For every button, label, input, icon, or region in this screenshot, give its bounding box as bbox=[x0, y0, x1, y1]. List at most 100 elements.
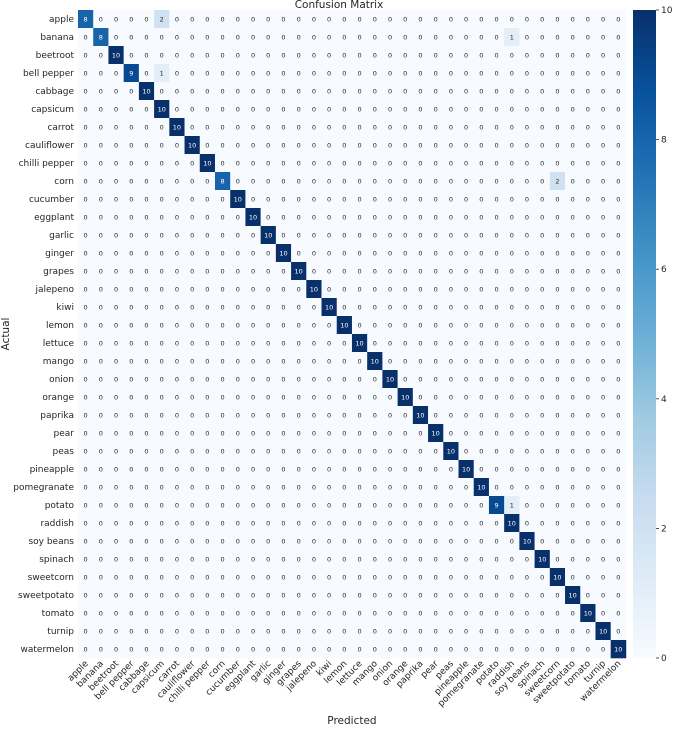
cell-value: 0 bbox=[221, 87, 225, 95]
heatmap-cell bbox=[93, 208, 109, 227]
cell-value: 0 bbox=[388, 87, 392, 95]
heatmap-cell bbox=[519, 442, 535, 461]
heatmap-cell bbox=[93, 478, 109, 497]
cell-value: 0 bbox=[434, 375, 438, 383]
heatmap-cell bbox=[458, 514, 475, 533]
cell-value: 0 bbox=[251, 177, 255, 185]
heatmap-cell bbox=[580, 514, 596, 533]
cell-value: 0 bbox=[114, 141, 118, 149]
cell-value: 0 bbox=[479, 51, 483, 59]
cell-value: 0 bbox=[236, 357, 240, 365]
cell-value: 0 bbox=[601, 357, 605, 365]
heatmap-cell bbox=[580, 190, 596, 209]
cell-value: 0 bbox=[190, 645, 194, 653]
cell-value: 0 bbox=[175, 609, 179, 617]
heatmap-cell bbox=[169, 370, 185, 389]
heatmap-cell bbox=[154, 532, 170, 551]
heatmap-cell bbox=[123, 388, 140, 407]
y-tick-label: paprika bbox=[40, 411, 74, 421]
heatmap-cell bbox=[275, 280, 292, 299]
heatmap-cell bbox=[214, 280, 231, 299]
heatmap-cell bbox=[382, 352, 398, 371]
heatmap-cell bbox=[260, 406, 277, 425]
heatmap-cell bbox=[169, 82, 185, 101]
cell-value: 0 bbox=[403, 483, 407, 491]
cell-value: 10 bbox=[477, 483, 485, 491]
cell-value: 0 bbox=[190, 609, 194, 617]
heatmap-cell bbox=[184, 100, 201, 119]
cell-value: 0 bbox=[571, 447, 575, 455]
heatmap-cell bbox=[214, 226, 231, 245]
cell-value: 0 bbox=[114, 123, 118, 131]
cell-value: 0 bbox=[616, 555, 620, 563]
heatmap-cell bbox=[412, 406, 429, 425]
heatmap-cell bbox=[367, 478, 383, 497]
cell-value: 0 bbox=[555, 123, 559, 131]
heatmap-cell bbox=[610, 208, 627, 227]
cell-value: 0 bbox=[297, 483, 301, 491]
heatmap-cell bbox=[93, 406, 109, 425]
heatmap-cell bbox=[336, 370, 353, 389]
heatmap-cell bbox=[428, 388, 444, 407]
cell-value: 0 bbox=[479, 339, 483, 347]
heatmap-cell bbox=[367, 496, 383, 515]
heatmap-cell bbox=[336, 172, 353, 191]
heatmap-cell bbox=[214, 208, 231, 227]
heatmap-cell bbox=[428, 640, 444, 659]
cell-value: 0 bbox=[342, 645, 346, 653]
heatmap-cell bbox=[184, 424, 201, 443]
cell-value: 0 bbox=[434, 195, 438, 203]
cell-value: 0 bbox=[281, 231, 285, 239]
cell-value: 0 bbox=[586, 393, 590, 401]
cell-value: 0 bbox=[327, 393, 331, 401]
heatmap-cells: 8 0 0 0 0 2 0 0 0 0 0 0 0 0 0 0 0 0 0 0 0 0 0 0 0 0 0 0 0 0 0 0 0 0 0 00 8 0 0… bbox=[78, 10, 627, 659]
heatmap-cell bbox=[123, 46, 140, 65]
heatmap-cell bbox=[138, 64, 155, 83]
cell-value: 0 bbox=[403, 51, 407, 59]
cell-value: 0 bbox=[190, 195, 194, 203]
cell-value: 0 bbox=[525, 321, 529, 329]
cell-value: 0 bbox=[494, 15, 498, 23]
cell-value: 0 bbox=[281, 573, 285, 581]
heatmap-cell bbox=[275, 388, 292, 407]
heatmap-cell bbox=[473, 118, 490, 137]
heatmap-cell bbox=[519, 100, 535, 119]
heatmap-cell bbox=[382, 190, 398, 209]
heatmap-cell bbox=[260, 352, 277, 371]
cell-value: 0 bbox=[342, 33, 346, 41]
heatmap-cell bbox=[428, 280, 444, 299]
cell-value: 0 bbox=[84, 51, 88, 59]
cell-value: 9 bbox=[494, 501, 498, 509]
heatmap-cell bbox=[184, 10, 201, 29]
cell-value: 0 bbox=[84, 33, 88, 41]
cell-value: 0 bbox=[555, 627, 559, 635]
heatmap-cell bbox=[169, 28, 185, 47]
cell-value: 0 bbox=[297, 51, 301, 59]
heatmap-cell bbox=[108, 550, 124, 569]
cell-value: 0 bbox=[403, 645, 407, 653]
cell-value: 0 bbox=[525, 159, 529, 167]
cell-value: 0 bbox=[571, 321, 575, 329]
heatmap-cell bbox=[595, 460, 611, 479]
cell-value: 0 bbox=[601, 231, 605, 239]
heatmap-cell bbox=[245, 136, 261, 155]
heatmap-cell bbox=[245, 424, 261, 443]
heatmap-cell bbox=[534, 424, 551, 443]
cell-value: 0 bbox=[525, 465, 529, 473]
cell-value: 0 bbox=[388, 51, 392, 59]
heatmap-cell bbox=[169, 46, 185, 65]
heatmap-cell bbox=[214, 316, 231, 335]
cell-value: 0 bbox=[266, 555, 270, 563]
cell-value: 0 bbox=[327, 339, 331, 347]
heatmap-cell bbox=[214, 298, 231, 317]
heatmap-cell bbox=[108, 442, 124, 461]
cell-value: 0 bbox=[555, 501, 559, 509]
heatmap-cell bbox=[458, 100, 475, 119]
cell-value: 0 bbox=[99, 339, 103, 347]
heatmap-cell bbox=[93, 388, 109, 407]
cell-value: 0 bbox=[601, 123, 605, 131]
cell-value: 0 bbox=[251, 321, 255, 329]
heatmap-cell bbox=[306, 190, 322, 209]
cell-value: 0 bbox=[525, 249, 529, 257]
cell-value: 0 bbox=[571, 231, 575, 239]
